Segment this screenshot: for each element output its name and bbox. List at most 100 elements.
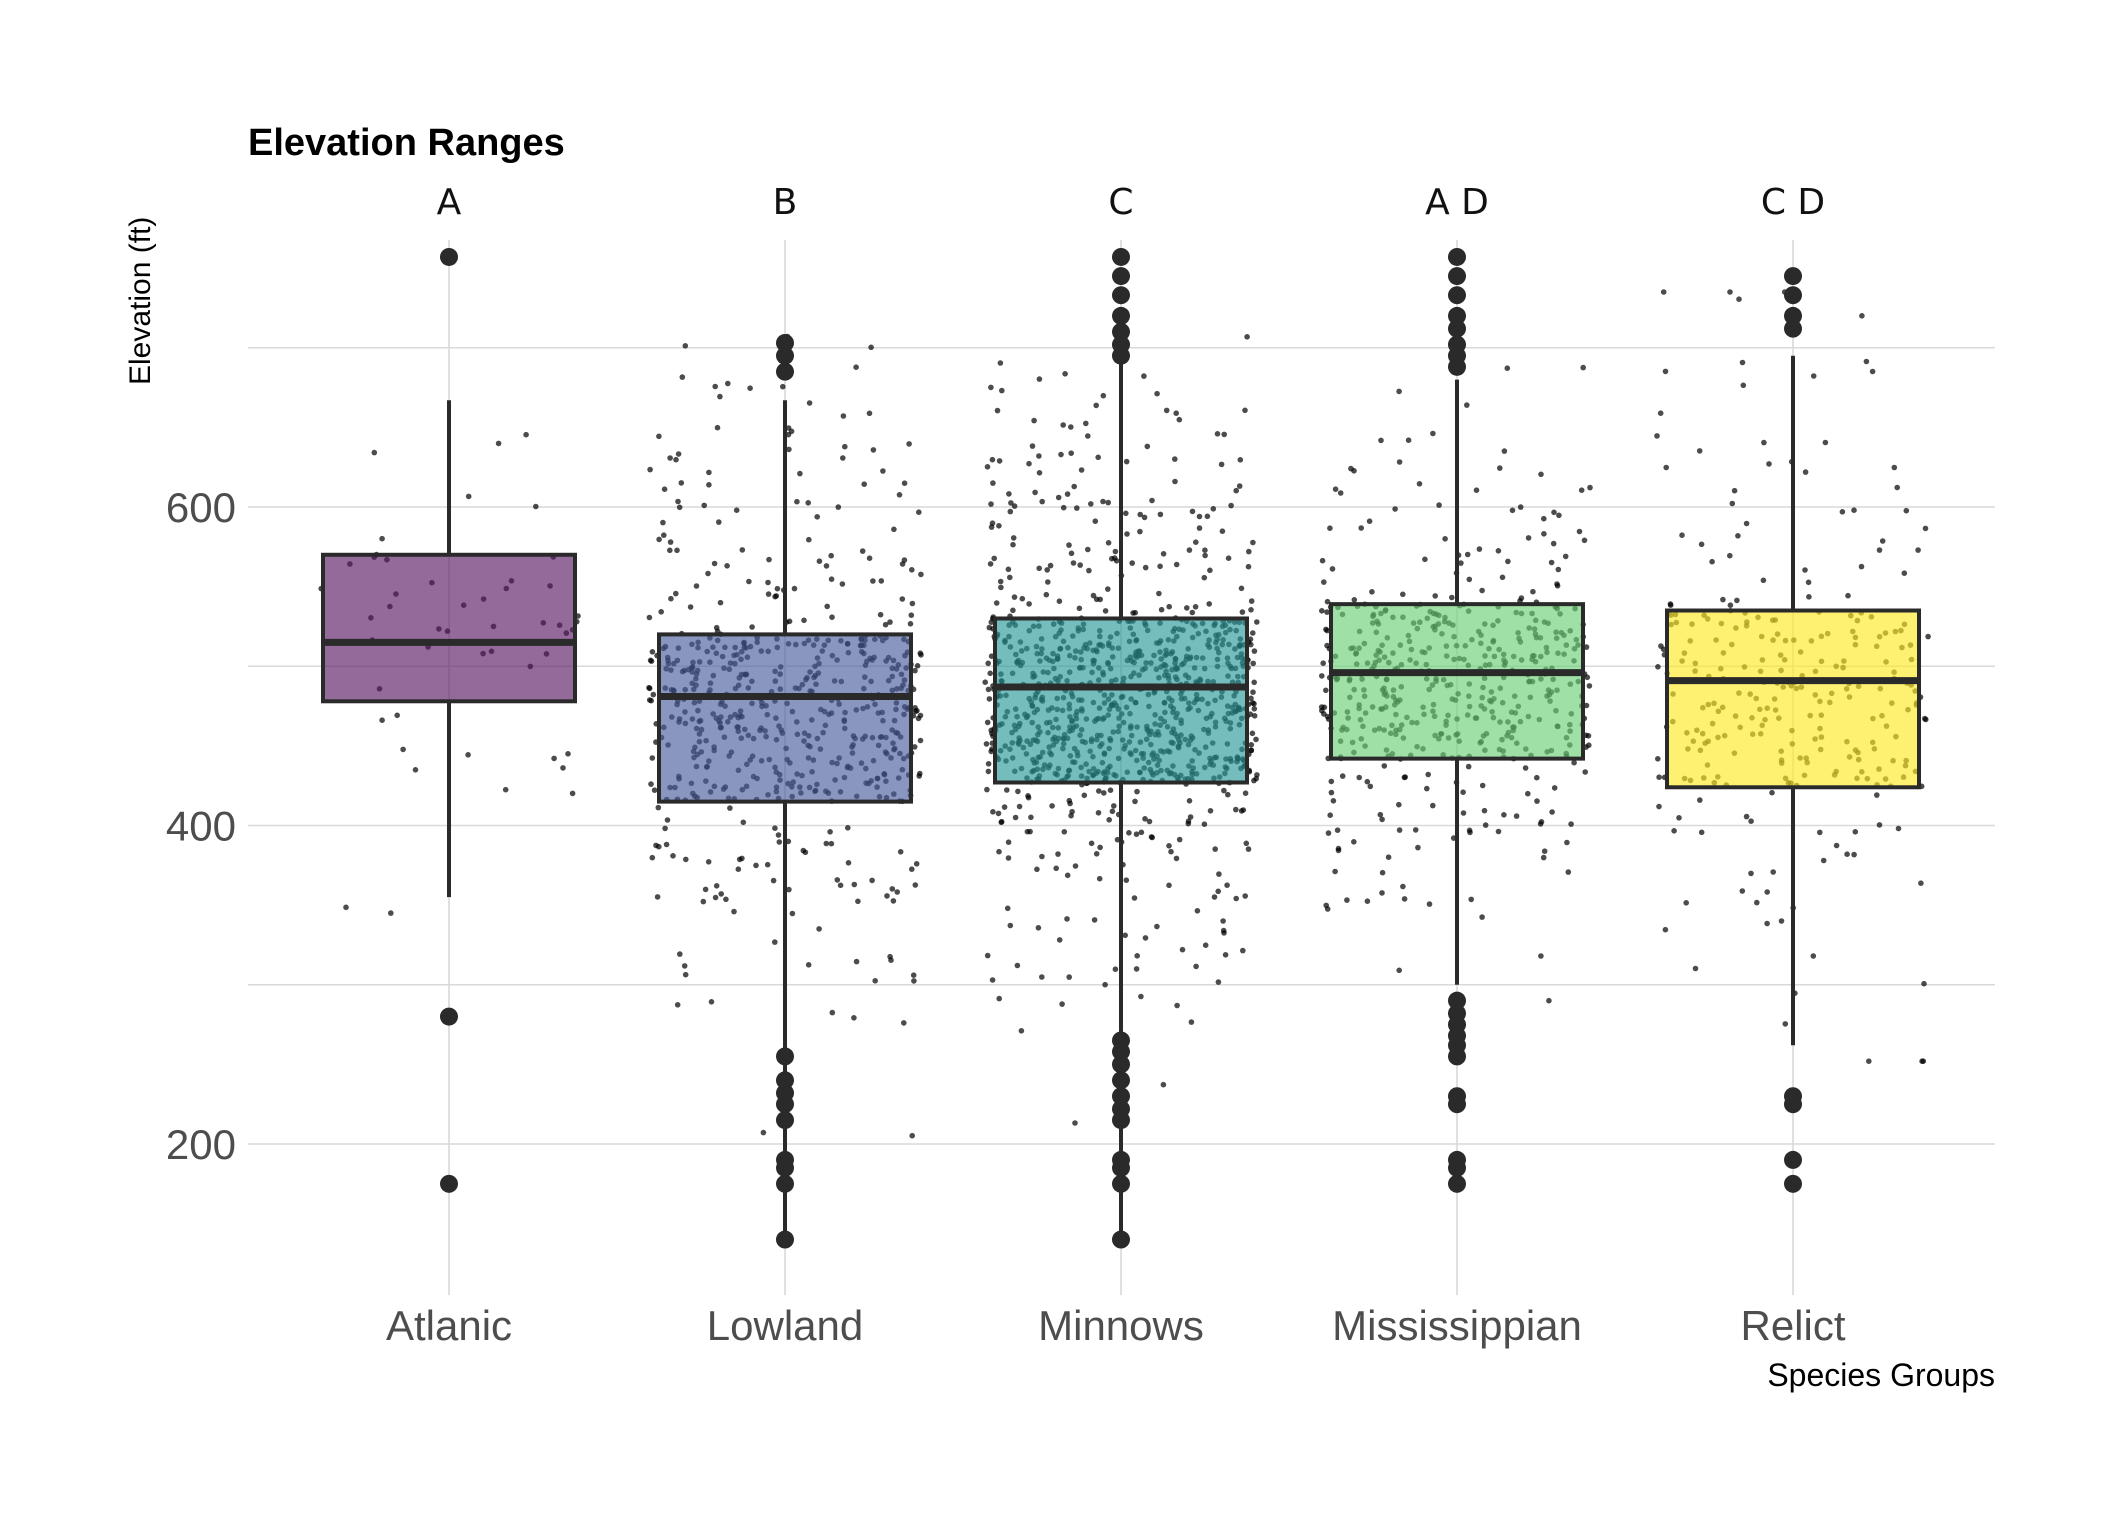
jitter-point (1319, 608, 1325, 614)
jitter-point (682, 343, 689, 349)
jitter-point (987, 670, 993, 677)
jitter-point (649, 649, 656, 655)
jitter-point (1586, 683, 1593, 689)
jitter-point (1204, 513, 1211, 520)
jitter-point (853, 958, 860, 965)
jitter-point (899, 596, 906, 602)
jitter-point (1039, 853, 1045, 860)
jitter-point (1335, 847, 1342, 854)
jitter-point (1663, 464, 1669, 471)
jitter-point (733, 507, 740, 513)
jitter-point (1656, 803, 1662, 810)
jitter-point (1144, 443, 1151, 450)
outlier-point (776, 1158, 794, 1177)
jitter-point (772, 939, 778, 945)
significance-letter: C (1108, 182, 1133, 223)
jitter-point (1915, 547, 1921, 553)
outlier-point (776, 346, 794, 365)
jitter-point (1332, 486, 1339, 493)
jitter-point (1176, 836, 1183, 843)
jitter-point (1010, 535, 1017, 541)
jitter-point (1495, 548, 1502, 554)
jitter-point (1233, 806, 1239, 813)
jitter-point (1432, 593, 1438, 599)
jitter-point (840, 455, 846, 461)
outlier-point (1784, 319, 1802, 338)
jitter-point (502, 786, 509, 793)
jitter-point (1015, 788, 1021, 795)
outlier-point (440, 1174, 458, 1193)
jitter-point (649, 854, 656, 861)
jitter-point (1193, 963, 1199, 970)
jitter-point (1137, 528, 1143, 535)
jitter-point (776, 839, 783, 845)
outlier-point (1112, 1087, 1130, 1106)
jitter-point (1321, 579, 1327, 585)
jitter-point (1658, 643, 1664, 649)
jitter-point (1244, 334, 1250, 340)
jitter-point (1923, 716, 1929, 723)
jitter-point (1059, 1001, 1065, 1007)
jitter-point (1551, 509, 1557, 516)
outlier-point (1784, 267, 1802, 286)
jitter-point (1129, 560, 1135, 566)
box-mississippian (1329, 602, 1585, 761)
jitter-point (1743, 520, 1750, 527)
jitter-point (1582, 769, 1588, 775)
jitter-point (890, 898, 897, 904)
jitter-point (909, 866, 915, 872)
jitter-point (1518, 595, 1525, 601)
jitter-point (907, 621, 914, 627)
jitter-point (1212, 846, 1218, 852)
jitter-point (851, 881, 858, 888)
jitter-point (897, 849, 904, 855)
jitter-point (343, 904, 349, 911)
jitter-point (794, 498, 800, 505)
jitter-point (1196, 525, 1203, 531)
jitter-point (1239, 609, 1246, 615)
jitter-point (1501, 812, 1507, 818)
jitter-point (1894, 484, 1900, 491)
jitter-point (1879, 538, 1886, 544)
jitter-point (1698, 829, 1705, 836)
jitter-point (1379, 869, 1386, 876)
jitter-point (1019, 595, 1026, 602)
jitter-point (1396, 827, 1403, 833)
jitter-point (1024, 828, 1031, 835)
jitter-point (1062, 371, 1068, 377)
jitter-point (465, 752, 471, 758)
jitter-point (1415, 844, 1421, 851)
jitter-point (1138, 829, 1145, 836)
jitter-point (990, 809, 996, 815)
outlier-point (776, 1111, 794, 1130)
jitter-point (1201, 574, 1208, 581)
jitter-point (1254, 772, 1260, 778)
jitter-point (1522, 765, 1529, 771)
jitter-point (1133, 831, 1140, 837)
jitter-point (913, 861, 920, 867)
jitter-point (1219, 528, 1226, 534)
jitter-point (1449, 594, 1455, 601)
jitter-point (1216, 871, 1222, 877)
jitter-point (1085, 546, 1091, 553)
jitter-point (1464, 402, 1470, 408)
jitter-point (1207, 808, 1214, 814)
jitter-point (894, 889, 900, 895)
jitter-point (388, 910, 394, 916)
outlier-point (1112, 306, 1130, 325)
jitter-point (1176, 416, 1183, 423)
jitter-point (1367, 783, 1374, 790)
jitter-point (1193, 539, 1199, 545)
jitter-point (1364, 778, 1371, 785)
jitter-point (918, 571, 924, 578)
jitter-point (1851, 507, 1857, 513)
outlier-point (1448, 1095, 1466, 1114)
jitter-point (1817, 829, 1823, 836)
jitter-point (1662, 368, 1669, 375)
jitter-point (1060, 422, 1066, 428)
jitter-point (1249, 730, 1256, 737)
jitter-point (1422, 556, 1428, 563)
jitter-point (1202, 942, 1209, 948)
jitter-point (1251, 648, 1258, 654)
jitter-point (1250, 539, 1256, 546)
